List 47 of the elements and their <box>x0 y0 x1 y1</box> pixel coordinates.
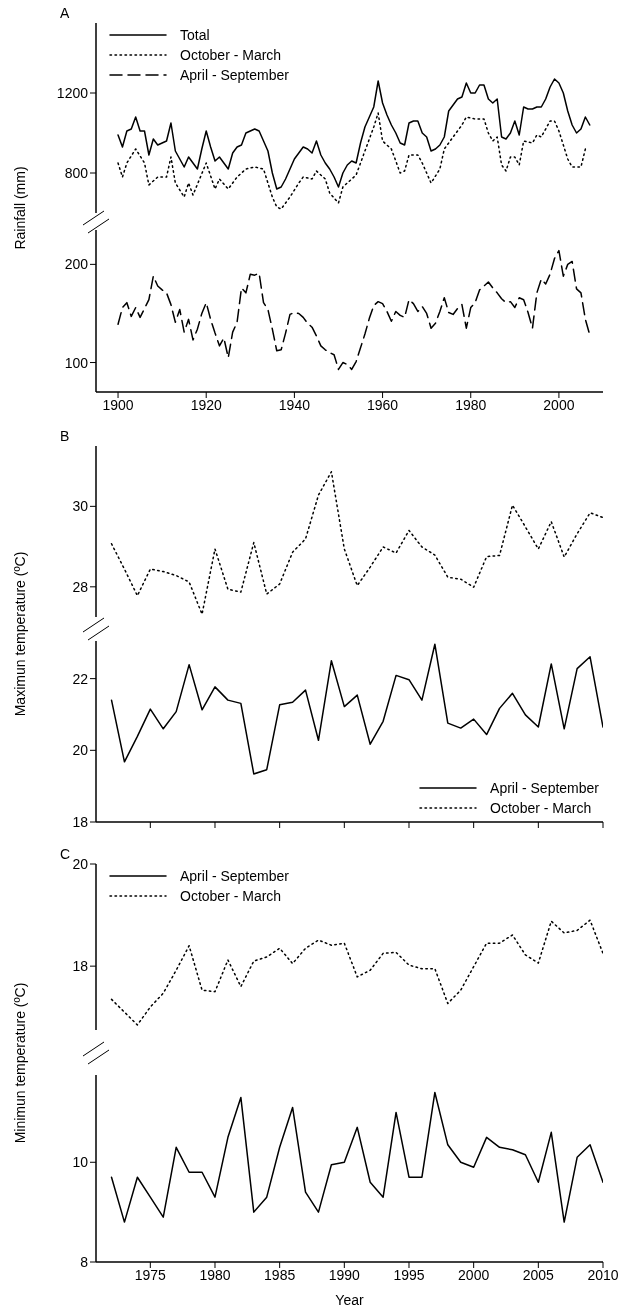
y-tick-label: 10 <box>72 1154 89 1171</box>
x-tick-label: 2005 <box>522 1266 555 1283</box>
y-tick-label: 1200 <box>56 84 89 101</box>
y-axis-title: Minimun temperature (ºC) <box>12 982 28 1144</box>
y-axis-title: Rainfall (mm) <box>12 165 28 250</box>
x-tick-label: 1920 <box>190 396 222 413</box>
chart-title: B <box>60 428 70 444</box>
y-tick-label: 800 <box>64 164 89 181</box>
x-tick-label: 1990 <box>328 1266 361 1283</box>
x-tick-label: 1980 <box>199 1266 231 1283</box>
x-tick-label: 1975 <box>134 1266 167 1283</box>
chart-title: C <box>60 846 71 862</box>
chart-title: A <box>60 5 70 21</box>
line-series <box>117 249 591 371</box>
y-tick-label: 22 <box>72 670 89 687</box>
y-tick-label: 28 <box>72 578 89 595</box>
x-axis-title: Year <box>334 1292 365 1308</box>
line-series <box>110 919 603 1026</box>
x-tick-label: 2000 <box>458 1266 490 1283</box>
y-tick-label: 20 <box>72 742 89 759</box>
y-tick-label: 8 <box>80 1253 89 1270</box>
text: October - March <box>490 800 592 816</box>
y-tick-label: 18 <box>72 958 89 975</box>
y-axis-title: Maximun temperature (ºC) <box>12 551 28 717</box>
y-tick-label: 200 <box>64 256 89 273</box>
x-tick-label: 2000 <box>543 396 575 413</box>
x-tick-label: 1940 <box>278 396 311 413</box>
y-tick-label: 100 <box>64 354 89 371</box>
y-tick-label: 20 <box>72 855 89 872</box>
y-tick-label: 30 <box>72 498 89 515</box>
x-tick-label: 1960 <box>366 396 399 413</box>
x-tick-label: 1985 <box>264 1266 296 1283</box>
x-tick-label: 1900 <box>102 396 134 413</box>
text: April - September <box>180 67 289 83</box>
text: April - September <box>180 868 289 884</box>
line-series <box>110 643 603 775</box>
line-series <box>110 1091 603 1223</box>
legend-label: October - March <box>180 887 282 906</box>
legend-label: October - March <box>180 46 282 65</box>
legend-label: Total <box>180 26 210 45</box>
x-tick-label: 2010 <box>587 1266 619 1283</box>
line-series <box>117 112 587 210</box>
x-tick-label: 1995 <box>393 1266 425 1283</box>
line-series <box>110 471 603 615</box>
y-tick-label: 18 <box>72 813 89 830</box>
x-tick-label: 1980 <box>455 396 487 413</box>
legend-label: April - September <box>490 779 599 798</box>
